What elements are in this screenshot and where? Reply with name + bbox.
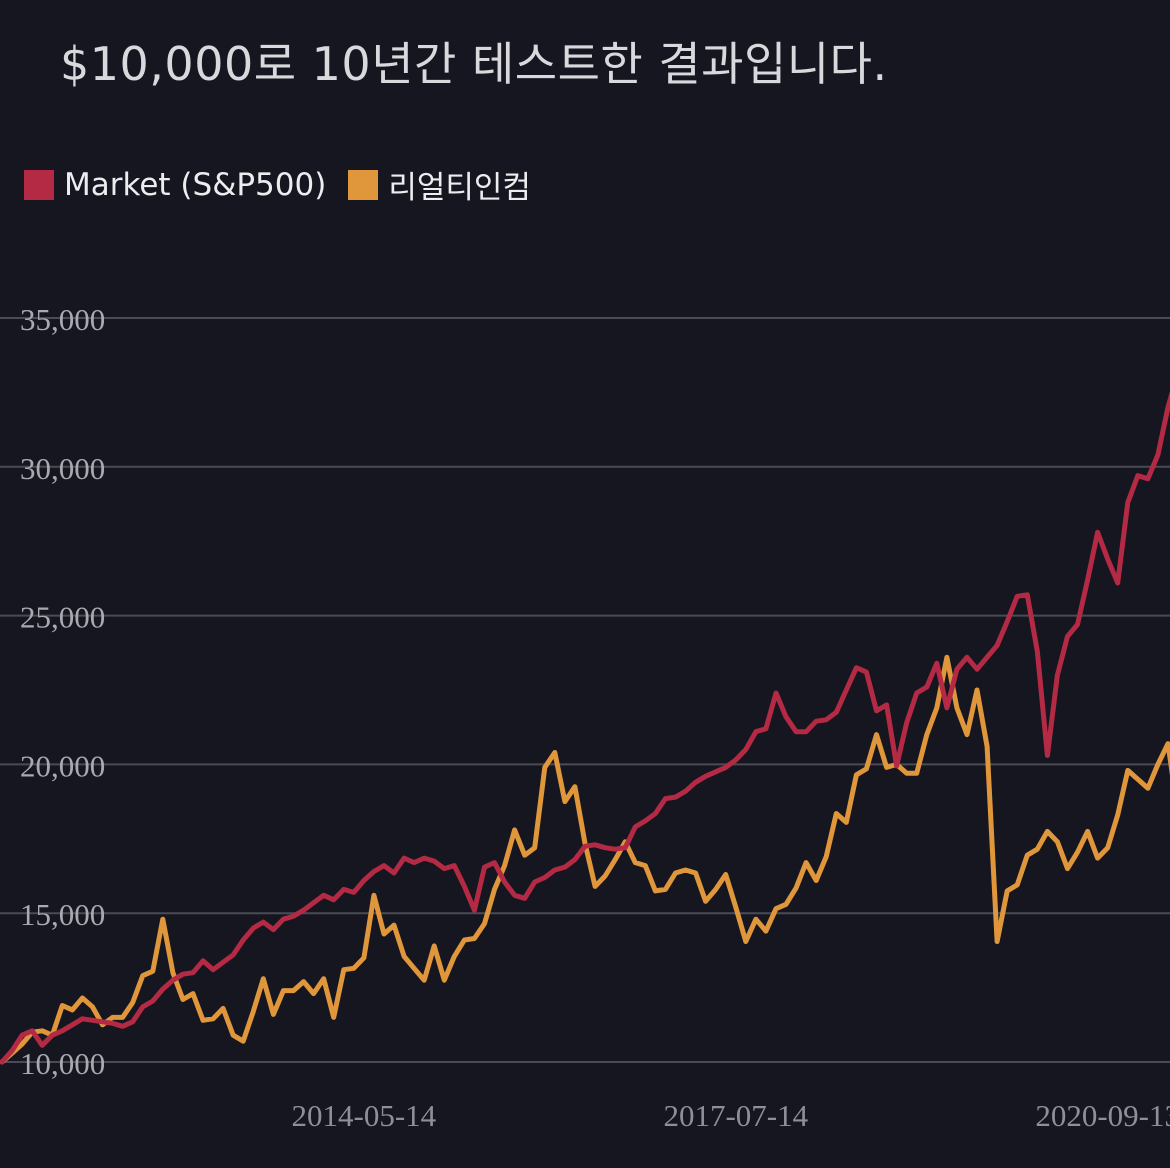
x-tick-label: 2020-09-13 bbox=[1035, 1098, 1170, 1133]
series-layer bbox=[0, 391, 1170, 1065]
y-tick-label: 10,000 bbox=[20, 1046, 105, 1081]
y-tick-label: 15,000 bbox=[20, 897, 105, 932]
y-axis-ticks: 10,000 15,000 20,000 25,000 30,000 35,000 bbox=[20, 302, 105, 1081]
series-line-realty-income bbox=[0, 654, 1170, 1065]
legend-item-realty-income: 리얼티인컴 bbox=[348, 162, 531, 207]
series-line-market bbox=[0, 391, 1170, 1065]
legend-swatch-realty-income bbox=[348, 169, 379, 200]
x-tick-label: 2014-05-14 bbox=[292, 1098, 437, 1133]
chart-title: $10,000로 10년간 테스트한 결과입니다. bbox=[60, 37, 888, 91]
gridlines bbox=[0, 317, 1170, 1063]
x-axis-ticks: 2014-05-14 2017-07-14 2020-09-13 bbox=[292, 1098, 1170, 1133]
y-tick-label: 30,000 bbox=[20, 451, 105, 486]
y-tick-label: 20,000 bbox=[20, 748, 105, 783]
legend-swatch-market bbox=[24, 169, 54, 200]
x-tick-label: 2017-07-14 bbox=[663, 1098, 808, 1133]
legend: Market (S&P500) 리얼티인컴 bbox=[24, 162, 531, 207]
y-tick-label: 25,000 bbox=[20, 600, 105, 635]
legend-label-market: Market (S&P500) bbox=[64, 166, 327, 203]
y-tick-label: 35,000 bbox=[20, 302, 105, 337]
legend-label-realty-income: 리얼티인컴 bbox=[388, 170, 531, 206]
legend-item-market: Market (S&P500) bbox=[24, 167, 326, 203]
